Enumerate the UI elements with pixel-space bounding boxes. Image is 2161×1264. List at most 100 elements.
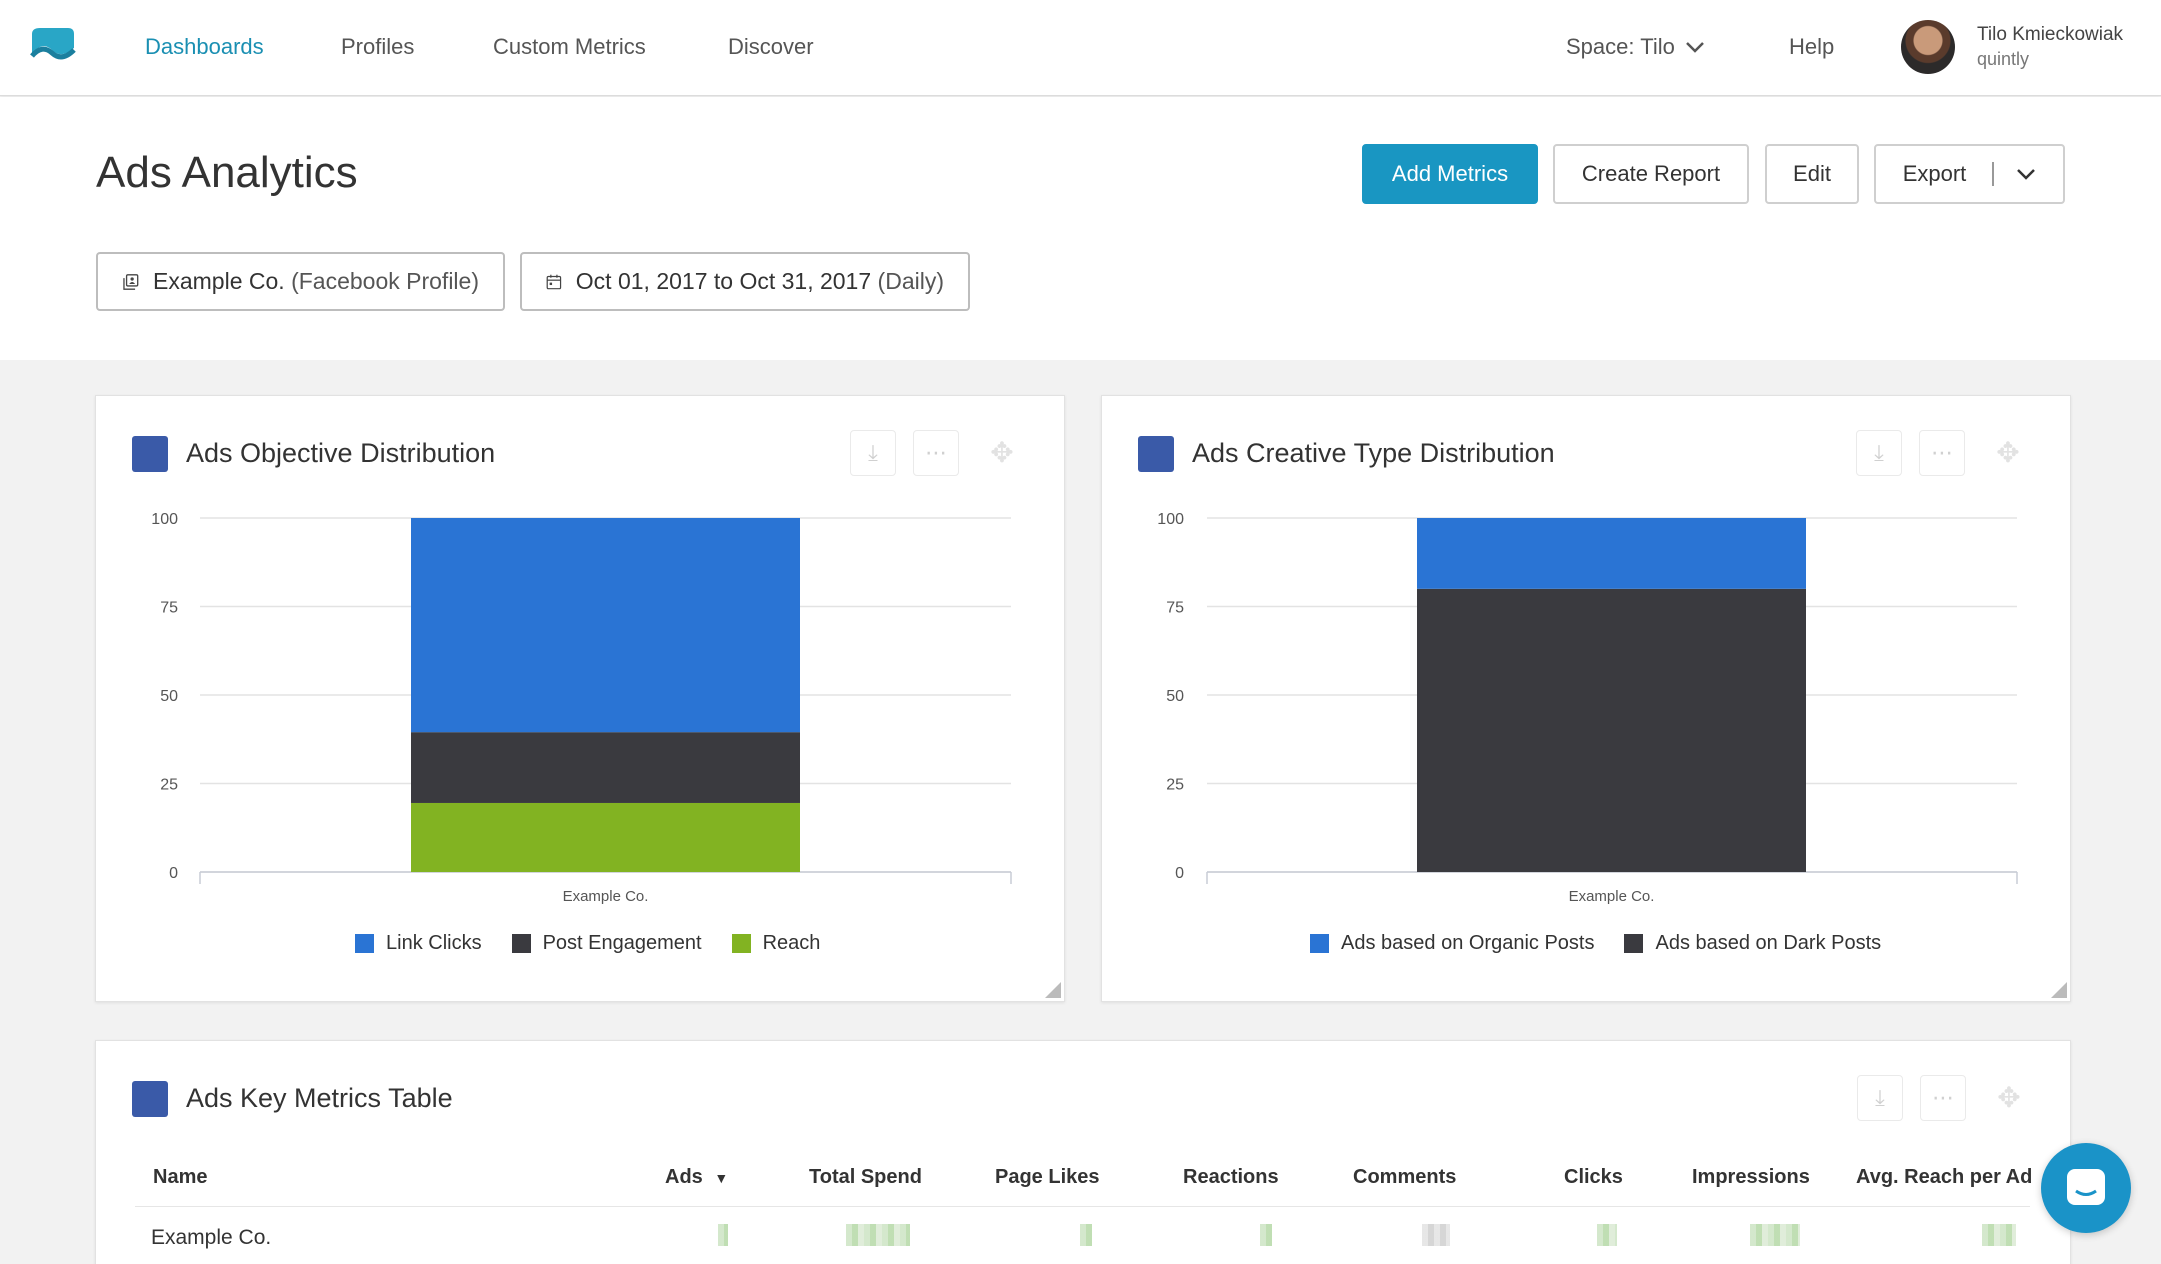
bar-segment-ads-based-on-organic-posts: [1417, 518, 1806, 589]
column-header-page-likes[interactable]: Page Likes: [995, 1166, 1100, 1188]
y-tick-label: 0: [169, 865, 178, 882]
column-header-impressions[interactable]: Impressions: [1692, 1166, 1810, 1188]
column-header-avg-reach[interactable]: Avg. Reach per Ad: [1856, 1166, 2033, 1188]
more-options-icon[interactable]: ⋯: [1920, 1075, 1966, 1121]
bar-segment-post-engagement: [411, 732, 800, 803]
sort-desc-icon: ▼: [714, 1170, 729, 1186]
y-tick-label: 50: [1166, 688, 1184, 705]
space-selector[interactable]: Space: Tilo: [1566, 34, 1705, 60]
more-options-icon[interactable]: ⋯: [1919, 430, 1965, 476]
legend-link-clicks[interactable]: Link Clicks: [355, 932, 482, 955]
facebook-ads-icon: [132, 1081, 168, 1117]
redacted-value: [846, 1224, 910, 1246]
y-tick-label: 25: [1166, 777, 1184, 794]
chat-widget-button[interactable]: [2041, 1143, 2131, 1233]
chart-legend: Link Clicks Post Engagement Reach: [355, 932, 820, 955]
nav-profiles[interactable]: Profiles: [341, 34, 415, 59]
nav-custom-metrics[interactable]: Custom Metrics: [493, 34, 646, 59]
resize-handle-icon[interactable]: [1045, 982, 1061, 998]
avatar[interactable]: [1901, 20, 1955, 74]
download-icon[interactable]: ⤓: [1857, 1075, 1903, 1121]
legend-label: Link Clicks: [386, 932, 482, 954]
more-options-icon[interactable]: ⋯: [913, 430, 959, 476]
move-icon[interactable]: ✥: [990, 436, 1014, 468]
profile-name: Example Co.: [153, 268, 285, 294]
legend-swatch: [1624, 934, 1644, 953]
column-header-clicks[interactable]: Clicks: [1564, 1166, 1623, 1188]
chevron-down-icon[interactable]: [2016, 167, 2036, 181]
y-tick-label: 0: [1175, 865, 1184, 882]
legend-dark-posts[interactable]: Ads based on Dark Posts: [1624, 932, 1881, 955]
resize-handle-icon[interactable]: [2051, 982, 2067, 998]
date-interval: (Daily): [877, 268, 944, 294]
y-tick-label: 75: [160, 600, 178, 617]
card-title: Ads Objective Distribution: [186, 438, 496, 468]
column-header-name[interactable]: Name: [153, 1166, 208, 1188]
redacted-value: [1750, 1224, 1800, 1246]
legend-label: Reach: [762, 932, 821, 954]
add-metrics-button[interactable]: Add Metrics: [1362, 144, 1538, 204]
redacted-value: [1597, 1224, 1617, 1246]
nav-discover[interactable]: Discover: [728, 34, 814, 59]
legend-organic-posts[interactable]: Ads based on Organic Posts: [1310, 932, 1594, 955]
legend-swatch: [355, 934, 374, 953]
space-label: Space: Tilo: [1566, 34, 1675, 59]
move-icon[interactable]: ✥: [1997, 1081, 2021, 1113]
nav-dashboards[interactable]: Dashboards: [145, 34, 264, 59]
redacted-value: [1422, 1224, 1450, 1246]
y-tick-label: 75: [1166, 600, 1184, 617]
date-range-filter[interactable]: Oct 01, 2017 to Oct 31, 2017 (Daily): [520, 252, 970, 311]
legend-swatch: [511, 934, 531, 953]
table-row-name[interactable]: Example Co.: [151, 1226, 272, 1249]
chart-legend: Ads based on Organic Posts Ads based on …: [1310, 932, 1881, 955]
page-header: [0, 97, 2161, 360]
download-icon[interactable]: ⤓: [1856, 430, 1902, 476]
column-label: Ads: [665, 1166, 703, 1188]
column-header-total-spend[interactable]: Total Spend: [809, 1166, 922, 1188]
y-tick-label: 100: [151, 511, 178, 528]
card-title: Ads Creative Type Distribution: [1192, 438, 1555, 468]
redacted-value: [1260, 1224, 1272, 1246]
profile-detail: (Facebook Profile): [291, 268, 479, 294]
export-button[interactable]: Export: [1874, 144, 2065, 204]
redacted-value: [1982, 1224, 2016, 1246]
user-name[interactable]: Tilo Kmieckowiak: [1977, 24, 2124, 45]
chat-icon: [2067, 1169, 2105, 1205]
quintly-logo[interactable]: [28, 26, 76, 68]
redacted-value: [718, 1224, 728, 1246]
top-navbar: Dashboards Profiles Custom Metrics Disco…: [0, 0, 2161, 96]
facebook-ads-icon: [132, 436, 168, 472]
column-header-reactions[interactable]: Reactions: [1183, 1166, 1279, 1188]
facebook-ads-icon: [1138, 436, 1174, 472]
card-title: Ads Key Metrics Table: [186, 1083, 453, 1113]
legend-label: Post Engagement: [542, 932, 702, 954]
legend-post-engagement[interactable]: Post Engagement: [511, 932, 702, 955]
column-header-ads[interactable]: Ads ▼: [665, 1166, 728, 1189]
edit-button[interactable]: Edit: [1765, 144, 1859, 204]
x-tick-label: Example Co.: [1569, 888, 1655, 905]
create-report-button[interactable]: Create Report: [1553, 144, 1749, 204]
move-icon[interactable]: ✥: [1996, 436, 2020, 468]
redacted-value: [1080, 1224, 1092, 1246]
export-divider: [1992, 162, 1995, 186]
bar-segment-ads-based-on-dark-posts: [1417, 588, 1806, 872]
chevron-down-icon: [1685, 42, 1704, 53]
legend-reach[interactable]: Reach: [731, 932, 821, 955]
y-tick-label: 25: [160, 777, 178, 794]
date-range: Oct 01, 2017 to Oct 31, 2017: [575, 268, 872, 294]
legend-label: Ads based on Dark Posts: [1655, 932, 1882, 954]
table-divider: [135, 1206, 2030, 1207]
x-tick-label: Example Co.: [563, 888, 649, 905]
profile-copy-icon: [123, 273, 139, 290]
column-header-comments[interactable]: Comments: [1353, 1166, 1457, 1188]
export-label: Export: [1902, 161, 1967, 186]
bar-segment-reach: [411, 802, 800, 872]
download-icon[interactable]: ⤓: [850, 430, 896, 476]
page-title: Ads Analytics: [96, 148, 358, 197]
bar-segment-link-clicks: [411, 518, 800, 733]
calendar-icon: [546, 274, 562, 289]
help-link[interactable]: Help: [1789, 34, 1835, 59]
user-org: quintly: [1977, 49, 2030, 69]
profile-filter[interactable]: Example Co. (Facebook Profile): [96, 252, 505, 311]
